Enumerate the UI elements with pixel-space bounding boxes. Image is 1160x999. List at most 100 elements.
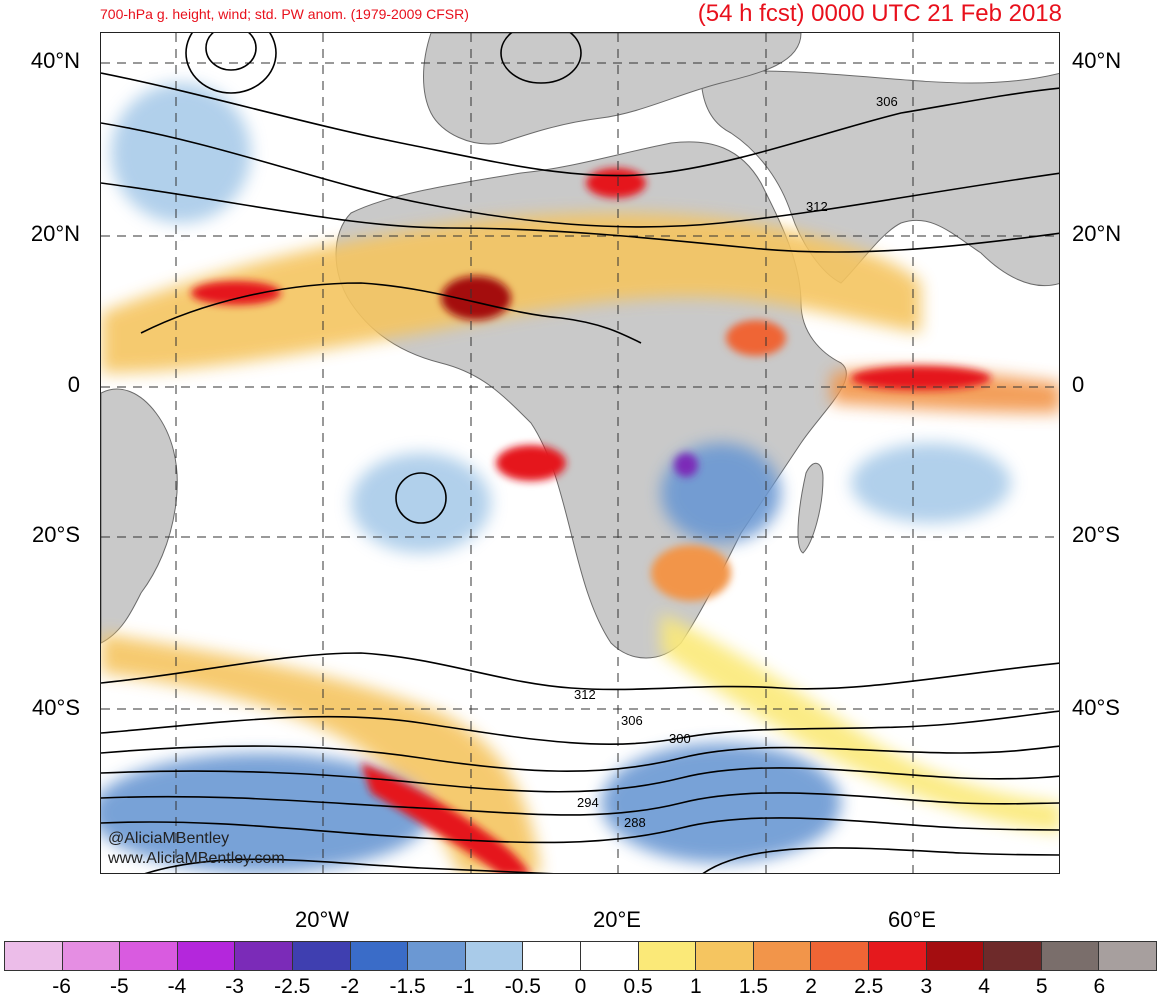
contour-south-7	[144, 858, 557, 873]
colorbar-tick-label: 0.5	[623, 975, 653, 998]
colorbar-swatch	[177, 942, 236, 970]
colorbar-swatch	[1041, 942, 1100, 970]
contour-south-2	[101, 710, 1059, 746]
lat-label-40n-left: 40°N	[30, 48, 80, 73]
negative-anomaly-southern-ocean	[601, 743, 841, 863]
positive-anomaly-band-north	[101, 213, 921, 373]
colorbar-tick-label: 1.5	[738, 975, 769, 998]
colorbar-tick-label: 1	[689, 975, 702, 998]
contour-atlantic-low	[395, 472, 447, 524]
colorbar-tick-label: -1.5	[389, 975, 426, 998]
contour-south-5	[101, 792, 1059, 816]
contour-northwest-low-inner	[205, 33, 257, 71]
negative-anomaly-indian-ocean	[851, 443, 1011, 523]
lat-label-40n-right: 40°N	[1072, 48, 1122, 73]
peak-lake-victoria	[674, 453, 698, 477]
colorbar-tick-label: 0	[574, 975, 587, 998]
pw-anomaly-colorbar	[4, 941, 1157, 971]
positive-anomaly-band-southeast	[661, 613, 1059, 833]
lat-label-eq-left: 0	[67, 372, 80, 397]
colorbar-swatch	[580, 942, 639, 970]
negative-anomaly-atlantic-center	[351, 453, 491, 553]
contour-europe-high	[500, 33, 582, 84]
map-canvas: 306 312 312 306 300 294 288	[101, 33, 1059, 873]
lat-label-20n-left: 20°N	[30, 221, 80, 246]
colorbar-swatch	[235, 942, 293, 970]
lon-label-20e: 20°E	[593, 907, 641, 932]
contour-label-294: 294	[577, 795, 599, 810]
credit-website: www.AliciaMBentley.com	[108, 850, 285, 867]
contour-ridge-center	[140, 282, 642, 344]
colorbar-tick-label: -2	[340, 975, 360, 998]
weather-map: 306 312 312 306 300 294 288	[100, 32, 1060, 874]
contour-south-8	[702, 847, 1059, 873]
arabia-asia-landmass	[700, 70, 1059, 287]
colorbar-swatch	[292, 942, 351, 970]
figure-subtitle: 700-hPa g. height, wind; std. PW anom. (…	[100, 6, 469, 22]
negative-anomaly-northwest	[111, 83, 251, 223]
colorbar-swatch	[523, 942, 581, 970]
contour-label-300: 300	[669, 731, 691, 746]
graticule	[101, 33, 1059, 873]
contour-south-1	[101, 652, 1059, 691]
lat-label-40s-right: 40°S	[1072, 695, 1120, 720]
colorbar-swatch	[62, 942, 121, 970]
peak-north-africa	[586, 168, 646, 198]
colorbar-tick-label: -5	[109, 975, 129, 998]
colorbar-tick-label: 2	[805, 975, 817, 998]
forecast-valid-time: (54 h fcst) 0000 UTC 21 Feb 2018	[697, 0, 1062, 27]
colorbar-swatch	[465, 942, 524, 970]
colorbar-swatch	[753, 942, 812, 970]
colorbar-tick-label: -3	[225, 975, 244, 998]
colorbar-tick-label: 5	[1035, 975, 1048, 998]
lat-label-20n-right: 20°N	[1072, 221, 1122, 246]
madagascar-landmass	[797, 463, 824, 554]
colorbar-swatch	[811, 942, 869, 970]
credit-handle: @AliciaMBentley	[108, 830, 230, 847]
contour-label-288: 288	[624, 815, 646, 830]
lat-label-40s-left: 40°S	[32, 695, 80, 720]
contour-north-2	[101, 122, 1059, 228]
europe-landmass	[423, 33, 802, 145]
colorbar-swatch	[984, 942, 1042, 970]
peak-west-africa	[441, 276, 511, 320]
peak-tropical-atlantic	[191, 281, 281, 305]
colorbar-tick-label: 3	[920, 975, 933, 998]
colorbar-swatch	[1099, 942, 1156, 970]
contour-south-4	[101, 767, 1059, 793]
colorbar-tick-label: -1	[455, 975, 475, 998]
lat-label-20s-left: 20°S	[32, 522, 80, 547]
peak-south-atlantic-streak	[361, 763, 530, 873]
peak-angola	[496, 445, 566, 481]
south-america-landmass	[101, 388, 178, 644]
contour-south-3	[101, 745, 1059, 772]
colorbar-tick-label: 2.5	[854, 975, 884, 998]
colorbar-swatch	[868, 942, 927, 970]
peak-east-africa	[726, 320, 786, 356]
height-contours	[101, 33, 1059, 873]
contour-label-306-north: 306	[876, 94, 898, 109]
peak-south-africa	[651, 545, 731, 601]
contour-label-layer: 306 312 312 306 300 294 288	[574, 94, 898, 830]
colorbar-swatch	[350, 942, 409, 970]
contour-northwest-low-outer	[185, 33, 277, 94]
colorbar-tick-label: -6	[52, 975, 71, 998]
colorbar-tick-label: -2.5	[274, 975, 311, 998]
negative-anomaly-south-atlantic	[101, 753, 431, 873]
colorbar-tick-label: -0.5	[504, 975, 541, 998]
contour-north-3	[101, 182, 1059, 253]
lat-label-eq-right: 0	[1072, 372, 1085, 397]
colorbar-tick-label: 6	[1093, 975, 1106, 998]
colorbar-tick-label: 4	[978, 975, 990, 998]
lat-label-20s-right: 20°S	[1072, 522, 1120, 547]
pw-anomaly-peaks	[191, 168, 991, 873]
colorbar-tick-label: -4	[167, 975, 187, 998]
contour-south-6	[101, 817, 1059, 844]
contour-north-1	[101, 72, 1059, 177]
lon-label-60e: 60°E	[888, 907, 936, 932]
contour-label-312-north: 312	[806, 199, 828, 214]
colorbar-swatch	[638, 942, 697, 970]
colorbar-swatch	[696, 942, 754, 970]
contour-label-312-south: 312	[574, 687, 596, 702]
colorbar-swatch	[120, 942, 178, 970]
